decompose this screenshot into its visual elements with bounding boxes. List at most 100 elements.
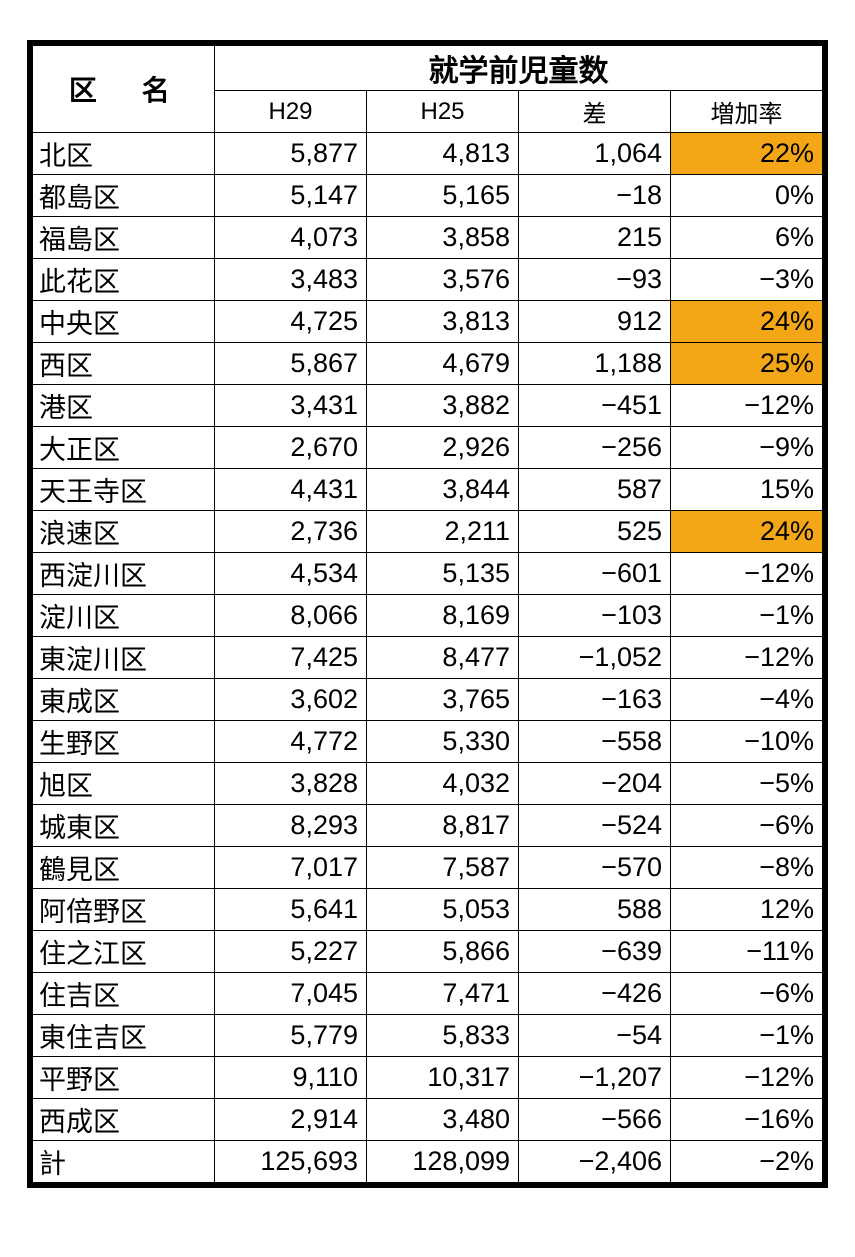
h25-cell: 5,330 [367,721,519,763]
rate-cell: −1% [671,595,823,637]
rate-cell: −11% [671,931,823,973]
table-row: 北区5,8774,8131,06422% [33,133,823,175]
diff-cell: 587 [519,469,671,511]
table-row: 東成区3,6023,765−163−4% [33,679,823,721]
table-row: 西成区2,9143,480−566−16% [33,1099,823,1141]
h25-cell: 4,813 [367,133,519,175]
ward-name-cell: 中央区 [33,301,215,343]
rate-cell: −12% [671,385,823,427]
h29-cell: 3,431 [215,385,367,427]
table-row: 此花区3,4833,576−93−3% [33,259,823,301]
ward-name-cell: 浪速区 [33,511,215,553]
rate-cell: 22% [671,133,823,175]
rate-cell: −12% [671,553,823,595]
diff-cell: −1,207 [519,1057,671,1099]
h25-cell: 10,317 [367,1057,519,1099]
diff-cell: −451 [519,385,671,427]
rate-cell: −1% [671,1015,823,1057]
h29-cell: 5,147 [215,175,367,217]
table-row: 都島区5,1475,165−180% [33,175,823,217]
header-h25: H25 [367,91,519,133]
rate-cell: −8% [671,847,823,889]
ward-name-cell: 天王寺区 [33,469,215,511]
table-row: 鶴見区7,0177,587−570−8% [33,847,823,889]
h25-cell: 3,576 [367,259,519,301]
ward-name-cell: 西淀川区 [33,553,215,595]
table-row: 生野区4,7725,330−558−10% [33,721,823,763]
h25-cell: 2,211 [367,511,519,553]
rate-cell: 15% [671,469,823,511]
diff-cell: −163 [519,679,671,721]
h25-cell: 5,135 [367,553,519,595]
ward-name-cell: 此花区 [33,259,215,301]
ward-name-cell: 福島区 [33,217,215,259]
rate-cell: 24% [671,301,823,343]
diff-cell: 1,064 [519,133,671,175]
rate-cell: −9% [671,427,823,469]
h29-cell: 9,110 [215,1057,367,1099]
h25-cell: 3,480 [367,1099,519,1141]
table-row: 東淀川区7,4258,477−1,052−12% [33,637,823,679]
diff-cell: −566 [519,1099,671,1141]
table-row: 港区3,4313,882−451−12% [33,385,823,427]
rate-cell: −12% [671,637,823,679]
table-container: 区 名 就学前児童数 H29 H25 差 増加率 北区5,8774,8131,0… [27,40,828,1188]
table-row: 中央区4,7253,81391224% [33,301,823,343]
diff-cell: −54 [519,1015,671,1057]
header-rate: 増加率 [671,91,823,133]
rate-cell: −10% [671,721,823,763]
diff-cell: −524 [519,805,671,847]
rate-cell: 0% [671,175,823,217]
table-row: 東住吉区5,7795,833−54−1% [33,1015,823,1057]
header-h29: H29 [215,91,367,133]
diff-cell: 215 [519,217,671,259]
table-row: 住吉区7,0457,471−426−6% [33,973,823,1015]
ward-name-cell: 東淀川区 [33,637,215,679]
h25-cell: 128,099 [367,1141,519,1183]
ward-name-cell: 北区 [33,133,215,175]
diff-cell: −2,406 [519,1141,671,1183]
h29-cell: 4,725 [215,301,367,343]
ward-name-cell: 大正区 [33,427,215,469]
h29-cell: 4,073 [215,217,367,259]
h29-cell: 5,641 [215,889,367,931]
h25-cell: 5,833 [367,1015,519,1057]
header-diff: 差 [519,91,671,133]
h29-cell: 2,914 [215,1099,367,1141]
diff-cell: −204 [519,763,671,805]
h29-cell: 3,483 [215,259,367,301]
h29-cell: 7,017 [215,847,367,889]
table-row: 浪速区2,7362,21152524% [33,511,823,553]
h25-cell: 3,844 [367,469,519,511]
diff-cell: −426 [519,973,671,1015]
diff-cell: 588 [519,889,671,931]
table-body: 北区5,8774,8131,06422%都島区5,1475,165−180%福島… [33,133,823,1183]
rate-cell: −3% [671,259,823,301]
ward-name-cell: 生野区 [33,721,215,763]
rate-cell: −5% [671,763,823,805]
h29-cell: 3,602 [215,679,367,721]
preschool-children-table: 区 名 就学前児童数 H29 H25 差 増加率 北区5,8774,8131,0… [32,45,823,1183]
ward-name-cell: 東住吉区 [33,1015,215,1057]
table-row: 阿倍野区5,6415,05358812% [33,889,823,931]
rate-cell: −6% [671,973,823,1015]
table-row: 旭区3,8284,032−204−5% [33,763,823,805]
table-row: 西淀川区4,5345,135−601−12% [33,553,823,595]
header-ward-name: 区 名 [33,46,215,133]
table-row: 住之江区5,2275,866−639−11% [33,931,823,973]
h29-cell: 4,534 [215,553,367,595]
diff-cell: −18 [519,175,671,217]
h25-cell: 8,477 [367,637,519,679]
ward-name-cell: 淀川区 [33,595,215,637]
ward-name-cell: 都島区 [33,175,215,217]
h29-cell: 7,045 [215,973,367,1015]
h29-cell: 4,431 [215,469,367,511]
h25-cell: 4,679 [367,343,519,385]
h25-cell: 2,926 [367,427,519,469]
h29-cell: 2,670 [215,427,367,469]
h29-cell: 5,877 [215,133,367,175]
table-row: 福島区4,0733,8582156% [33,217,823,259]
h29-cell: 5,227 [215,931,367,973]
diff-cell: −256 [519,427,671,469]
h25-cell: 5,053 [367,889,519,931]
